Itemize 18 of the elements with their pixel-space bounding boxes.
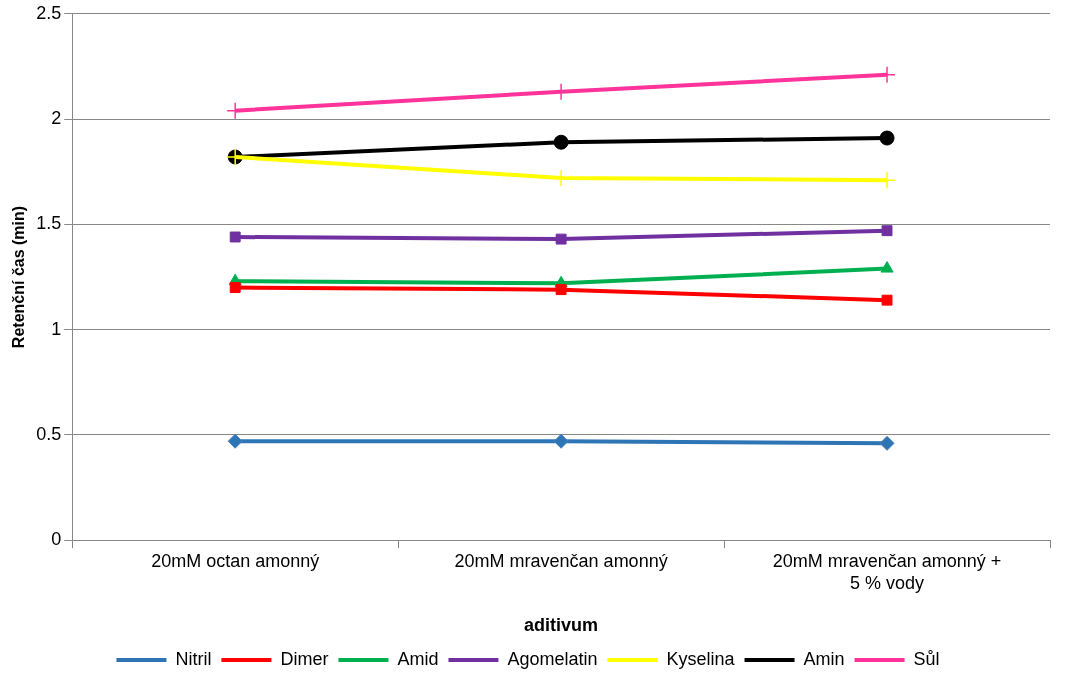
y-tick-label: 0.5 (36, 423, 62, 444)
x-tick-label: 20mM mravenčan amonný + 5 % vody (772, 550, 1002, 593)
x-tick-label: 20mM octan amonný (151, 550, 320, 571)
y-tick-label: 0 (51, 529, 62, 550)
y-tick-label: 1.5 (36, 213, 62, 234)
y-tick-label: 1 (51, 318, 62, 339)
legend-label: Amid (397, 648, 439, 669)
y-axis-title: Retenční čas (min) (10, 205, 28, 349)
legend-label: Sůl (913, 648, 940, 669)
legend-label: Nitril (175, 648, 212, 669)
y-tick-label: 2.5 (36, 2, 62, 23)
legend-label: Agomelatin (507, 648, 598, 669)
legend-label: Kyselina (666, 648, 736, 669)
legend-label: Dimer (280, 648, 329, 669)
y-tick-label: 2 (51, 108, 62, 129)
x-tick-label: 20mM mravenčan amonný (454, 550, 668, 571)
x-axis-title: aditivum (524, 615, 599, 636)
legend-label: Amin (803, 648, 845, 669)
